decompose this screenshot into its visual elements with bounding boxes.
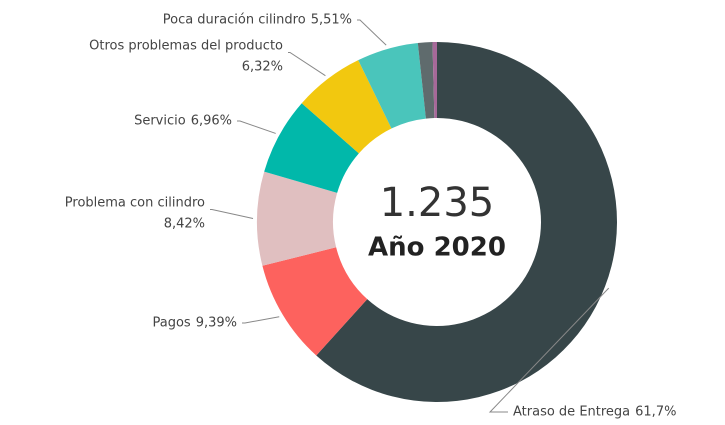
slice-value-label: 61,7% (635, 405, 676, 420)
leader-line (288, 52, 326, 77)
slice-label: Problema con cilindro (65, 196, 205, 211)
slice-label: Poca duración cilindro (163, 13, 306, 28)
total-label: 1.235 (380, 180, 495, 226)
donut-slice (262, 247, 368, 356)
donut-slice (257, 171, 338, 266)
slice-value-label: 6,32% (242, 60, 283, 75)
slice-value-label: 9,39% (196, 316, 237, 331)
leader-line (237, 120, 276, 134)
slice-label: Otros problemas del producto (89, 39, 283, 54)
donut-slice (417, 42, 435, 119)
chart-title: Año 2020 (368, 233, 506, 263)
donut-slice (316, 42, 617, 403)
slice-value-label: 8,42% (164, 217, 205, 232)
donut-slice (264, 103, 359, 193)
slice-label: Pagos (152, 316, 190, 331)
donut-slice (432, 42, 437, 119)
slice-value-label: 6,96% (191, 114, 232, 129)
leader-line (242, 316, 280, 324)
leader-line (357, 19, 387, 46)
slice-value-label: 5,51% (311, 13, 352, 28)
donut-slice (301, 60, 392, 154)
leader-line (488, 287, 610, 413)
slice-label: Atraso de Entrega (513, 405, 630, 420)
donut-slice (358, 43, 426, 129)
leader-line (210, 209, 254, 220)
slice-label: Servicio (134, 114, 186, 129)
